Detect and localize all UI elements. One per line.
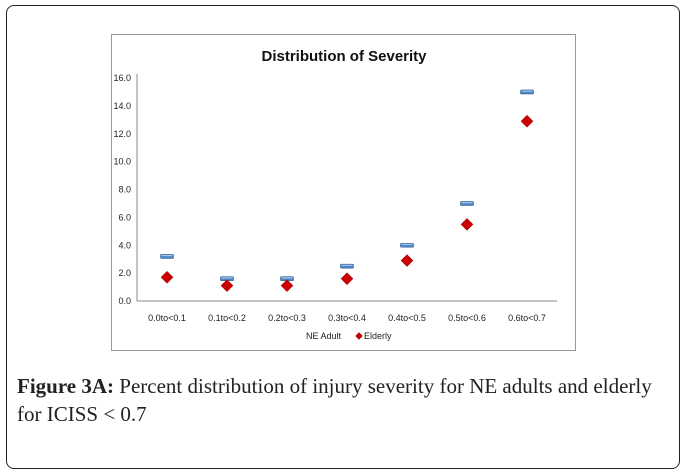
elderly-point [520, 114, 534, 128]
elderly-point [460, 217, 474, 231]
elderly-point [400, 254, 414, 267]
ne-adult-point [460, 201, 474, 206]
x-tick-label: 0.0to<0.1 [148, 313, 186, 323]
y-tick-label: 8.0 [118, 185, 131, 195]
legend-elderly: Elderly [364, 331, 392, 341]
elderly-point [220, 279, 234, 293]
y-tick-label: 16.0 [113, 73, 131, 83]
elderly-point [160, 270, 174, 284]
legend-elderly-marker [355, 332, 363, 340]
legend-ne-adult: NE Adult [306, 331, 342, 341]
x-tick-label: 0.1to<0.2 [208, 313, 246, 323]
chart-area: Distribution of Severity 0.0 2.0 4.0 6.0 8.0… [111, 34, 576, 351]
ne-adult-point [340, 263, 354, 269]
ne-adult-point [160, 254, 174, 259]
y-tick-label: 2.0 [118, 268, 131, 278]
elderly-point [280, 279, 294, 293]
chart-title: Distribution of Severity [261, 48, 427, 65]
caption-text: Percent distribution of injury severity … [17, 374, 652, 426]
x-tick-label: 0.5to<0.6 [448, 313, 486, 323]
y-tick-label: 12.0 [113, 129, 131, 139]
caption-label: Figure 3A: [17, 374, 115, 398]
ne-adult-point [520, 89, 534, 95]
y-tick-label: 4.0 [118, 240, 131, 250]
x-tick-label: 0.4to<0.5 [388, 313, 426, 323]
y-tick-label: 6.0 [118, 212, 131, 222]
x-tick-label: 0.6to<0.7 [508, 313, 546, 323]
y-tick-label: 0.0 [118, 296, 131, 306]
x-tick-label: 0.3to<0.4 [328, 313, 366, 323]
figure-caption: Figure 3A: Percent distribution of injur… [17, 372, 677, 428]
y-tick-label: 10.0 [113, 157, 131, 167]
figure-frame [6, 5, 680, 469]
ne-adult-point [400, 242, 414, 248]
x-tick-label: 0.2to<0.3 [268, 313, 306, 323]
y-tick-label: 14.0 [113, 101, 131, 111]
severity-chart: Distribution of Severity 0.0 2.0 4.0 6.0 8.0… [113, 48, 557, 341]
elderly-point [340, 272, 354, 286]
